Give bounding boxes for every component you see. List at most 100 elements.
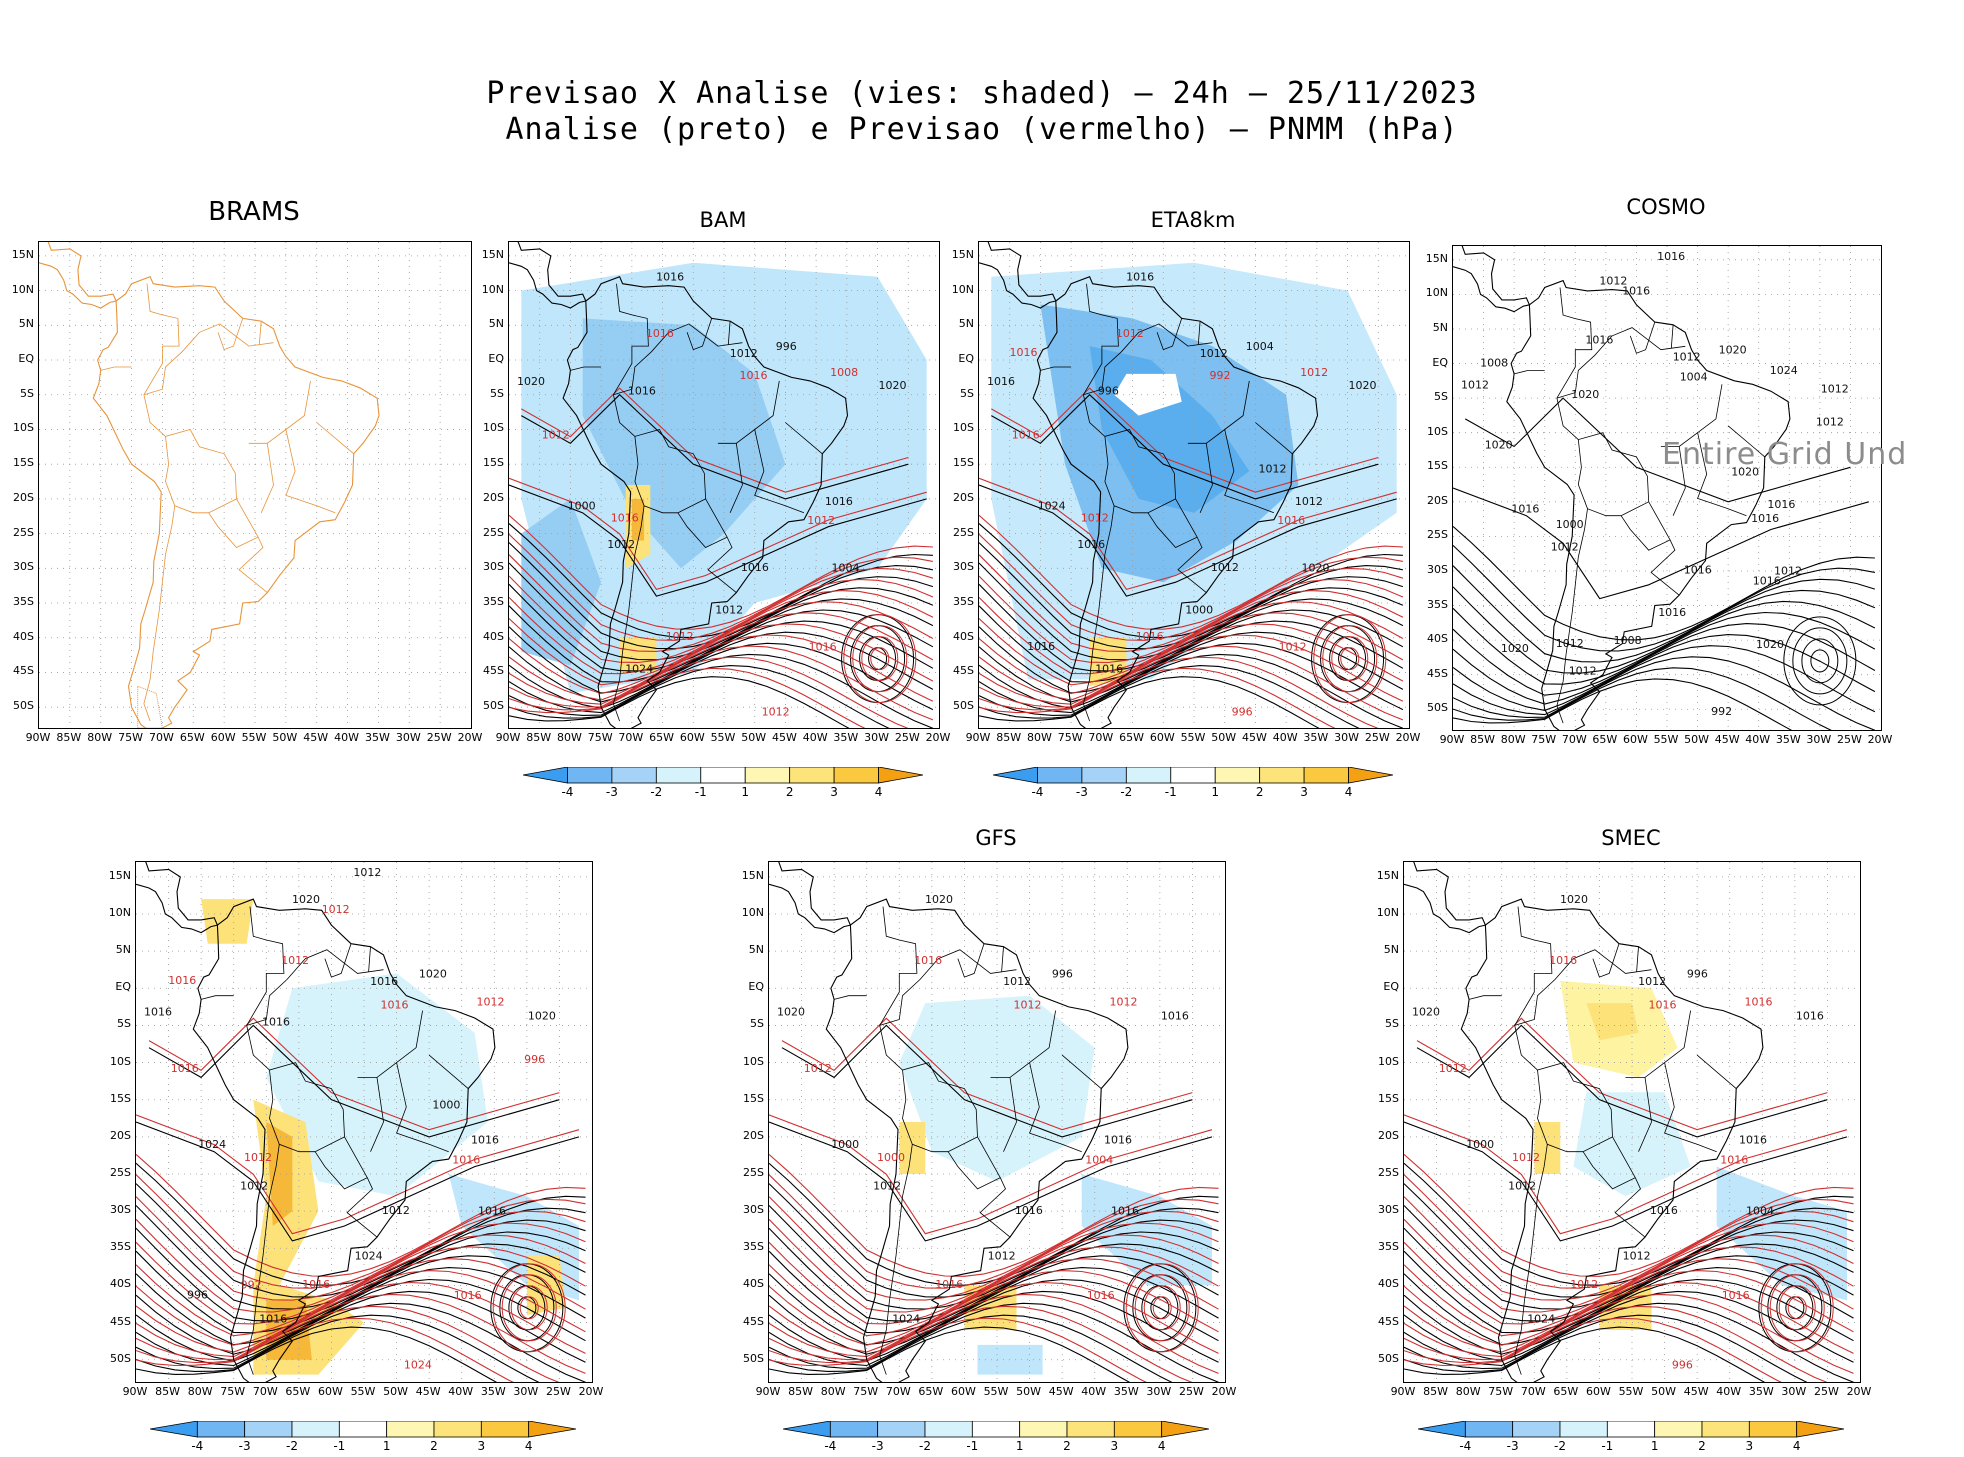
contour-label: 1016 xyxy=(1111,1205,1139,1218)
low-pressure-isobar xyxy=(1152,1296,1172,1320)
contour-label: 1024 xyxy=(1527,1312,1555,1325)
isobar xyxy=(509,631,934,709)
lon-tick-label: 60W xyxy=(950,1385,976,1398)
colorbar-label: 1 xyxy=(1015,1439,1024,1453)
lon-tick-label: 80W xyxy=(820,1385,846,1398)
low-pressure-isobar xyxy=(1760,1263,1834,1353)
colorbar-label: -2 xyxy=(286,1439,298,1453)
lat-tick-label: 25S xyxy=(953,525,974,539)
lon-tick-label: 70W xyxy=(1088,731,1114,744)
contour-label: 996 xyxy=(776,340,797,353)
isobar xyxy=(136,1246,586,1337)
contour-label: 1000 xyxy=(1185,603,1213,616)
colorbar-segment xyxy=(386,1421,435,1438)
isobar xyxy=(509,667,866,728)
isobar xyxy=(136,1255,586,1346)
colorbar: -4 -3 -2 -1 1 2 3 4 xyxy=(993,767,1393,803)
lat-tick-label: 30S xyxy=(1427,562,1448,576)
contour-label: 1016 xyxy=(656,271,684,284)
contour-label: 1016 xyxy=(262,1015,290,1028)
lat-tick-label: 5N xyxy=(958,317,974,331)
isobar xyxy=(1453,678,1793,730)
country-border xyxy=(785,422,823,455)
country-border xyxy=(1197,321,1201,345)
lat-tick-label: 50S xyxy=(743,1351,764,1365)
lat-tick-label: 10S xyxy=(743,1054,764,1068)
country-border xyxy=(1061,1054,1102,1089)
lon-tick-label: 80W xyxy=(1500,733,1526,746)
contour-label: 1012 xyxy=(1638,975,1666,988)
low-pressure-isobar xyxy=(870,647,890,671)
lon-tick-label: 75W xyxy=(587,731,613,744)
lon-tick-label: 85W xyxy=(56,731,82,744)
contour-label: 996 xyxy=(1687,967,1708,980)
isobar xyxy=(509,514,933,630)
isobar xyxy=(509,601,934,686)
colorbar-segment xyxy=(878,767,923,784)
low-pressure-isobar xyxy=(1778,1285,1816,1331)
country-border xyxy=(1029,1062,1082,1153)
lat-tick-label: 40S xyxy=(1378,1277,1399,1291)
lon-tick-label: 35W xyxy=(480,1385,506,1398)
coastline xyxy=(825,898,1129,1382)
colorbar-label: -3 xyxy=(238,1439,251,1453)
lat-tick-label: 10S xyxy=(483,421,504,435)
country-border xyxy=(1556,398,1671,541)
lon-tick-label: 45W xyxy=(303,731,329,744)
lat-tick-label: 5S xyxy=(1385,1017,1399,1031)
isobar xyxy=(509,554,934,652)
contour-label: 1016 xyxy=(302,1278,330,1291)
lon-tick-label: 80W xyxy=(556,731,582,744)
contour-label: 1000 xyxy=(1466,1138,1494,1151)
colorbar-label: -3 xyxy=(1506,1439,1519,1453)
colorbar-segment xyxy=(1512,1421,1561,1438)
lon-tick-label: 25W xyxy=(1836,733,1862,746)
contour-label: 1000 xyxy=(877,1151,905,1164)
lat-tick-label: 40S xyxy=(1427,632,1448,646)
lon-tick-label: 85W xyxy=(1470,733,1495,746)
country-border xyxy=(879,1144,913,1375)
contour-label: 1016 xyxy=(1549,954,1577,967)
isobar xyxy=(769,1121,1213,1242)
lon-tick-label: 65W xyxy=(285,1385,311,1398)
lat-tick-label: 40S xyxy=(110,1277,131,1291)
contour-label: 1016 xyxy=(741,561,769,574)
contour-label: 1008 xyxy=(830,366,858,379)
contour-label: 1020 xyxy=(528,1009,556,1022)
isobar xyxy=(979,612,1404,695)
country-border xyxy=(1083,323,1213,396)
low-pressure-isobar xyxy=(1792,627,1848,695)
bias-shading xyxy=(201,899,254,944)
isobar xyxy=(148,1017,560,1131)
country-border xyxy=(1514,1144,1548,1375)
isobar xyxy=(136,1205,586,1310)
contour-label: 1012 xyxy=(1003,975,1031,988)
colorbar-label: -1 xyxy=(1164,785,1177,799)
isobar xyxy=(769,1317,1147,1382)
isobar xyxy=(509,609,934,694)
lat-tick-label: 10N xyxy=(951,282,974,296)
country-border xyxy=(947,1151,1011,1238)
colorbar-segment xyxy=(1161,1421,1209,1438)
country-border xyxy=(370,1077,384,1152)
lon-tick-label: 40W xyxy=(448,1385,474,1398)
isobar xyxy=(509,575,934,664)
lat-tick-label: 35S xyxy=(1378,1240,1399,1254)
colorbar-label: 2 xyxy=(430,1439,438,1453)
lon-tick-label: 55W xyxy=(983,1385,1009,1398)
contour-label: 1012 xyxy=(1211,561,1239,574)
isobar xyxy=(136,1258,586,1346)
contour-label: 1024 xyxy=(1770,364,1798,377)
lat-tick-label: 5N xyxy=(488,317,504,331)
contour-label: 1024 xyxy=(625,662,653,675)
isobar xyxy=(769,1281,1219,1358)
contour-label: 1016 xyxy=(611,511,639,524)
isobar xyxy=(991,393,1379,500)
isobar xyxy=(1404,1114,1848,1235)
isobar xyxy=(136,1174,586,1289)
lon-tick-label: 85W xyxy=(1423,1385,1448,1398)
country-border xyxy=(217,318,244,351)
isobar xyxy=(1404,1270,1854,1353)
lat-tick-label: 35S xyxy=(13,595,34,609)
lat-tick-label: 20S xyxy=(953,490,974,504)
